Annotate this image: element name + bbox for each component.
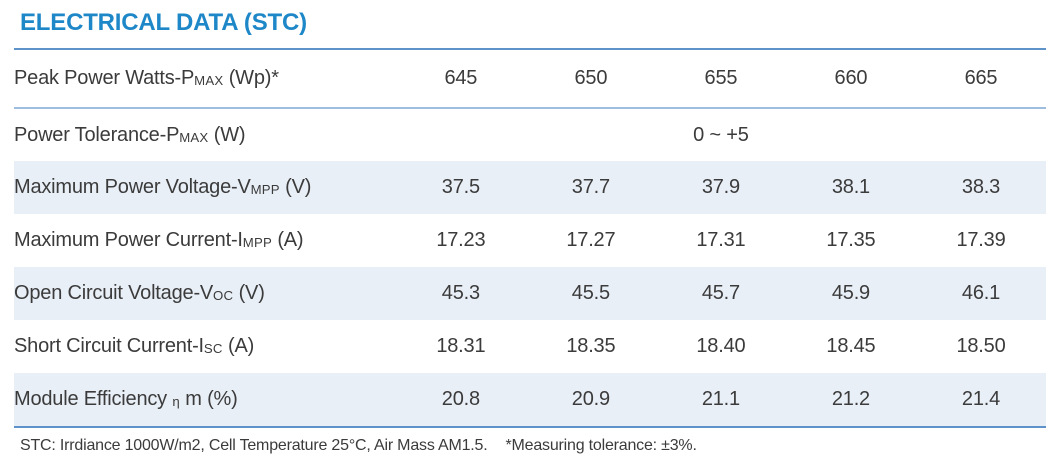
value-cell: 18.31 xyxy=(436,335,486,357)
table-row-power-tolerance: Power Tolerance-PMAX (W) 0 ~ +5 xyxy=(14,108,1046,161)
row-label: Maximum Power Voltage-VMPP (V) xyxy=(14,161,396,214)
value-cell: 37.5 xyxy=(441,176,480,198)
table-row-max-power-voltage: Maximum Power Voltage-VMPP (V) 37.5 37.7… xyxy=(14,161,1046,214)
value-cell: 21.1 xyxy=(701,388,740,410)
row-label-unit: m (%) xyxy=(179,388,238,410)
table-row-max-power-current: Maximum Power Current-IMPP (A) 17.23 17.… xyxy=(14,214,1046,267)
row-label-unit: (Wp)* xyxy=(223,67,279,89)
table-row-peak-power: Peak Power Watts-PMAX (Wp)* 645 650 655 … xyxy=(14,50,1046,109)
value-cell: 655 xyxy=(655,50,786,109)
table-row-open-circuit-voltage: Open Circuit Voltage-VOC (V) 45.3 45.5 4… xyxy=(14,267,1046,320)
row-label-text: Open Circuit Voltage-V xyxy=(14,282,214,304)
title-underline-divider xyxy=(14,48,1046,50)
row-label-text: Power Tolerance-P xyxy=(14,123,180,146)
row-label-text: Maximum Power Voltage-V xyxy=(14,176,251,198)
value-cell: 37.7 xyxy=(571,176,610,198)
row-label-subscript: OC xyxy=(213,287,234,303)
row-label-subscript: MPP xyxy=(242,234,272,250)
value-cell: 45.9 xyxy=(831,282,870,304)
stc-conditions-text: STC: Irrdiance 1000W/m2, Cell Temperatur… xyxy=(20,437,488,454)
value-cell: 46.1 xyxy=(961,282,1001,304)
row-label-text: Maximum Power Current-I xyxy=(14,229,243,251)
row-label: Maximum Power Current-IMPP (A) xyxy=(14,214,396,267)
value-cell: 45.7 xyxy=(701,282,740,304)
value-cell: 21.2 xyxy=(831,388,870,410)
value-cell: 17.27 xyxy=(566,229,616,251)
value-cell: 45.3 xyxy=(441,282,480,304)
row-label-subscript: SC xyxy=(203,340,223,356)
row-label: Short Circuit Current-ISC (A) xyxy=(14,320,396,373)
row-label-text: Peak Power Watts-P xyxy=(14,67,195,89)
table-bottom-divider xyxy=(14,426,1046,428)
row-label-unit: (V) xyxy=(233,282,265,304)
value-cell: 21.4 xyxy=(961,388,1001,410)
measuring-tolerance-text: *Measuring tolerance: ±3%. xyxy=(505,437,697,454)
value-cell: 665 xyxy=(915,50,1046,109)
electrical-data-table: Peak Power Watts-PMAX (Wp)* 645 650 655 … xyxy=(14,50,1046,426)
value-cell: 17.23 xyxy=(436,229,486,251)
row-label-subscript: η xyxy=(172,393,180,409)
row-label-subscript: MPP xyxy=(250,181,280,197)
value-cell: 18.45 xyxy=(826,335,876,357)
page-title: ELECTRICAL DATA (STC) xyxy=(20,9,307,36)
value-cell: 17.31 xyxy=(696,229,746,251)
value-cell: 650 xyxy=(525,50,656,109)
row-label-unit: (A) xyxy=(271,229,304,251)
value-cell: 18.50 xyxy=(956,335,1006,357)
value-cell: 660 xyxy=(785,50,916,109)
value-cell: 645 xyxy=(395,50,526,109)
value-cell: 38.1 xyxy=(831,176,870,198)
row-label: Open Circuit Voltage-VOC (V) xyxy=(14,267,396,320)
value-cell: 38.3 xyxy=(961,176,1001,198)
table-row-short-circuit-current: Short Circuit Current-ISC (A) 18.31 18.3… xyxy=(14,320,1046,373)
row-label-text: Module Efficiency xyxy=(14,388,173,410)
row-label: Power Tolerance-PMAX (W) xyxy=(14,108,396,161)
row-label-unit: (A) xyxy=(222,335,255,357)
value-cell: 37.9 xyxy=(701,176,740,198)
row-label: Module Efficiency η m (%) xyxy=(14,373,396,426)
value-cell-span: 0 ~ +5 xyxy=(693,123,749,146)
value-cell: 20.8 xyxy=(441,388,480,410)
table-row-module-efficiency: Module Efficiency η m (%) 20.8 20.9 21.1… xyxy=(14,373,1046,426)
value-cell: 18.40 xyxy=(696,335,746,357)
row-label-subscript: MAX xyxy=(179,129,209,145)
value-cell: 17.39 xyxy=(956,229,1006,251)
footnote: STC: Irrdiance 1000W/m2, Cell Temperatur… xyxy=(14,437,1046,455)
row-label-text: Short Circuit Current-I xyxy=(14,335,204,357)
row-label-subscript: MAX xyxy=(194,72,224,88)
row-label-unit: (W) xyxy=(208,123,246,146)
value-cell: 18.35 xyxy=(566,335,616,357)
value-cell: 20.9 xyxy=(571,388,610,410)
row-label-unit: (V) xyxy=(279,176,312,198)
row-label: Peak Power Watts-PMAX (Wp)* xyxy=(14,50,396,109)
value-cell: 17.35 xyxy=(826,229,876,251)
value-cell: 45.5 xyxy=(571,282,610,304)
